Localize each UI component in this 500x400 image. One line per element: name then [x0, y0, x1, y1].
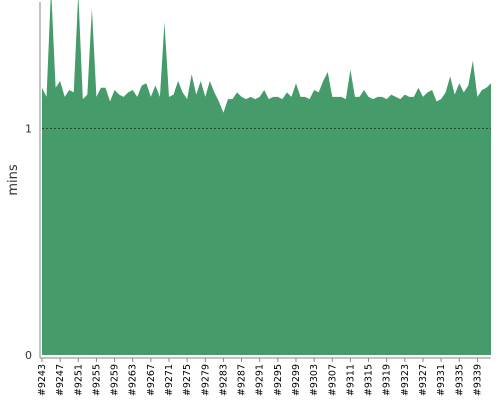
x-tick-label: #9319 — [382, 364, 393, 396]
series-area — [42, 0, 491, 355]
x-tick-label: #9255 — [91, 364, 102, 396]
axes — [39, 2, 491, 359]
x-tick-labels: #9243 #9247 #9251 #9255 #9259 #9263 #9267 #9271… — [37, 358, 483, 396]
x-tick-label: #9283 — [218, 364, 229, 396]
x-tick-label: #9335 — [454, 364, 465, 396]
x-tick-label: #9291 — [255, 364, 266, 396]
x-tick-label: #9243 — [37, 364, 48, 396]
x-tick-label: #9259 — [110, 364, 121, 396]
y-axis-label: mins — [6, 164, 21, 196]
x-tick-label: #9299 — [291, 364, 302, 396]
x-tick-label: #9267 — [146, 364, 157, 396]
y-tick-labels: 01 — [25, 123, 32, 362]
x-tick-label: #9275 — [182, 364, 193, 396]
x-tick-label: #9315 — [364, 364, 375, 396]
y-tick-label: 1 — [25, 123, 32, 136]
area-layer — [42, 0, 491, 355]
x-tick-label: #9251 — [73, 364, 84, 396]
x-tick-label: #9271 — [164, 364, 175, 396]
x-tick-label: #9263 — [128, 364, 139, 396]
x-tick-label: #9295 — [273, 364, 284, 396]
x-tick-label: #9323 — [400, 364, 411, 396]
x-tick-label: #9303 — [309, 364, 320, 396]
x-tick-label: #9247 — [55, 364, 66, 396]
x-tick-label: #9287 — [237, 364, 248, 396]
x-tick-label: #9339 — [472, 364, 483, 396]
y-tick-label: 0 — [25, 349, 32, 362]
x-tick-label: #9327 — [418, 364, 429, 396]
x-tick-label: #9307 — [327, 364, 338, 396]
x-tick-label: #9311 — [345, 364, 356, 396]
x-tick-label: #9331 — [436, 364, 447, 396]
x-tick-label: #9279 — [200, 364, 211, 396]
